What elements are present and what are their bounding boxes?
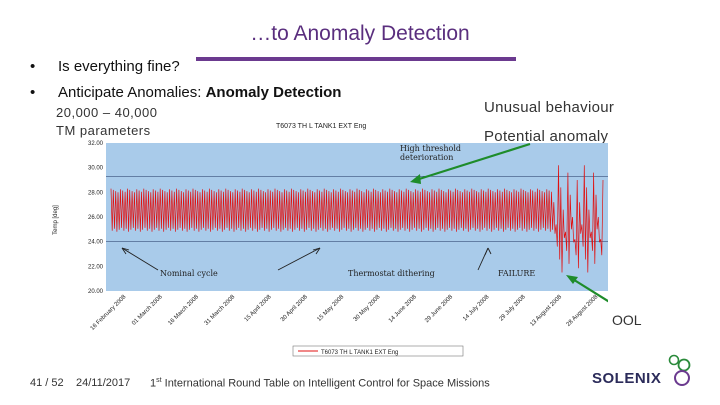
x-tick-label: 30 May 2008 (353, 294, 382, 323)
x-tick-label: 29 July 2008 (498, 294, 527, 323)
event-ordinal-suffix: st (156, 377, 162, 384)
bullet-item: • Is everything fine? (30, 58, 180, 75)
slide-title: …to Anomaly Detection (250, 22, 470, 45)
annotation-thermostat: Thermostat dithering (348, 269, 435, 278)
x-tick-label: 13 August 2008 (529, 294, 563, 328)
params-label: TM parameters (56, 123, 151, 138)
x-tick-label: 14 June 2008 (388, 294, 418, 324)
annotation-failure: FAILURE (498, 269, 535, 278)
signal-series (110, 165, 604, 273)
x-tick-label: 15 May 2008 (316, 294, 345, 323)
annotation-arrows (121, 247, 492, 271)
x-tick-label: 28 August 2008 (566, 294, 600, 328)
x-tick-label: 16 March 2008 (167, 294, 200, 327)
x-tick-label: 30 April 2008 (280, 294, 309, 323)
y-tick-label: 32.00 (88, 141, 104, 147)
x-axis-ticks: 16 February 2008 01 March 2008 16 March 20… (90, 294, 600, 332)
x-tick-label: 14 July 2008 (462, 294, 491, 323)
y-axis-label: Temp [deg] (53, 205, 59, 235)
x-tick-label: 16 February 2008 (90, 294, 128, 332)
bullet-text: Anticipate Anomalies: (58, 84, 206, 101)
gridlines (106, 175, 608, 243)
title-underline (196, 57, 516, 61)
annotation-high-threshold: High threshold (400, 144, 461, 153)
x-tick-label: 01 March 2008 (131, 294, 164, 327)
annotation-nominal-cycle: Nominal cycle (160, 269, 218, 278)
y-tick-label: 26.00 (88, 215, 104, 221)
svg-text:SOLENIX: SOLENIX (592, 370, 661, 387)
bullet-text: Is everything fine? (58, 58, 180, 75)
footer-date: 24/11/2017 (76, 377, 131, 389)
y-axis-ticks: 32.00 30.00 28.00 26.00 24.00 22.00 20.00 (88, 141, 104, 295)
solenix-logo: SOLENIX (592, 354, 691, 387)
callout-unusual: Unusual behaviour (484, 99, 615, 116)
tm-parameters-note: 20,000 – 40,000 TM parameters (56, 104, 157, 140)
y-tick-label: 20.00 (88, 289, 104, 295)
green-arrows (410, 142, 608, 303)
telemetry-chart: T6073 TH L TANK1 EXT Eng 32.00 30.00 28.00… (53, 123, 608, 357)
x-tick-label: 31 March 2008 (204, 294, 237, 327)
page-number: 41 / 52 (30, 377, 64, 389)
params-range: 20,000 – 40,000 (56, 105, 158, 120)
x-tick-label: 29 June 2008 (424, 294, 454, 324)
bullet-item: • Anticipate Anomalies: Anomaly Detection (30, 84, 341, 101)
footer-event: 1st International Round Table on Intelli… (150, 377, 490, 390)
y-tick-label: 22.00 (88, 264, 104, 270)
event-ordinal: 1 (150, 377, 157, 390)
y-tick-label: 24.00 (88, 240, 104, 246)
bullet-icon: • (30, 58, 36, 75)
bullet-icon: • (30, 84, 36, 101)
x-tick-label: 15 April 2008 (244, 294, 273, 323)
chart-title: T6073 TH L TANK1 EXT Eng (276, 123, 366, 130)
legend-label: T6073 TH L TANK1 EXT Eng (321, 350, 398, 356)
legend-box (292, 345, 464, 357)
bullet-emphasis: Anomaly Detection (205, 84, 342, 101)
callout-ool: OOL (612, 312, 642, 328)
callout-potential: Potential anomaly (484, 128, 609, 145)
y-tick-label: 28.00 (88, 190, 104, 196)
annotation-deterioration: deterioration (400, 153, 453, 162)
y-tick-label: 30.00 (88, 166, 104, 172)
event-name: International Round Table on Intelligent… (161, 377, 490, 390)
